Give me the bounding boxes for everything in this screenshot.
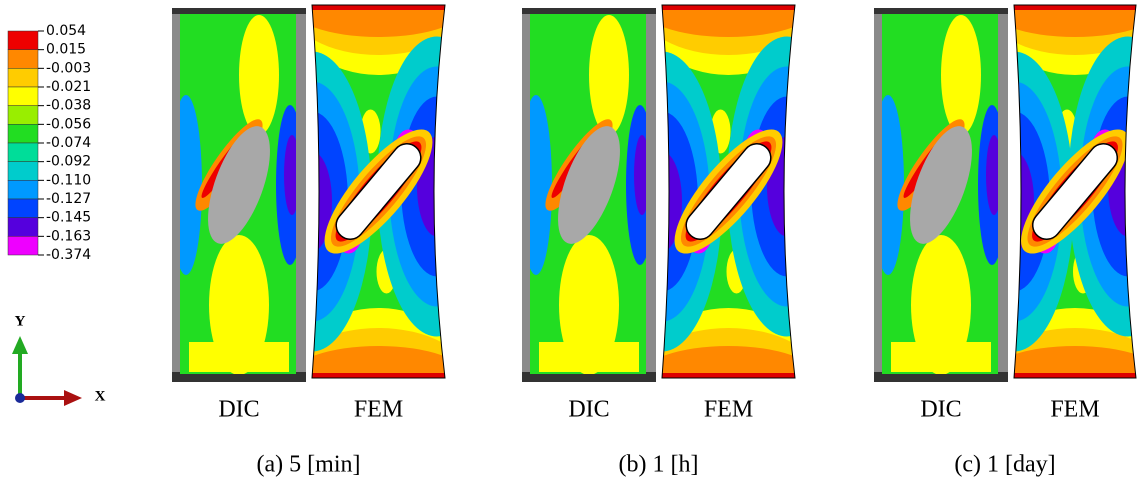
dic-frame-edge — [172, 372, 306, 382]
dic-frame-edge — [874, 372, 1008, 382]
axis-triad: Y X — [12, 313, 106, 406]
legend-swatch — [7, 86, 39, 106]
fem-label: FEM — [704, 397, 753, 423]
legend-label: -0.056 — [46, 116, 91, 132]
fem-edge — [1014, 373, 1136, 378]
fem-hole-cut — [335, 143, 422, 240]
dic-frame-edge — [874, 8, 1008, 14]
dic-zone — [911, 235, 971, 374]
dic-label: DIC — [920, 397, 961, 423]
legend-swatch — [7, 49, 39, 69]
dic-hole — [558, 126, 620, 244]
fem-zone — [1014, 5, 1136, 37]
dic-frame-edge — [522, 372, 656, 382]
dic-zone — [284, 135, 296, 215]
dic-frame-edge — [522, 8, 656, 14]
fem-edge — [662, 373, 795, 378]
fem-zone — [312, 5, 445, 37]
x-arrowhead — [64, 390, 82, 406]
x-axis-label: X — [95, 388, 106, 404]
legend-swatch — [7, 68, 39, 88]
legend-swatch — [7, 161, 39, 181]
fem-label: FEM — [354, 397, 403, 423]
panel-caption: (a) 5 [min] — [257, 452, 361, 478]
dic-field — [180, 14, 296, 374]
legend-swatch — [7, 180, 39, 200]
dic-zone — [891, 342, 991, 372]
legend-label: -0.021 — [46, 79, 91, 95]
legend-label: -0.038 — [46, 98, 91, 114]
dic-frame-edge — [172, 8, 306, 14]
dic-zone — [634, 135, 646, 215]
fem-label: FEM — [1050, 397, 1099, 423]
fem-outline — [661, 4, 796, 379]
legend-swatch — [7, 217, 39, 237]
legend-swatch — [7, 198, 39, 218]
fem-outline — [311, 4, 446, 379]
dic-field — [530, 14, 646, 374]
fem-hole — [324, 129, 433, 254]
fem-edge — [662, 5, 795, 10]
dic-zone — [559, 235, 619, 374]
y-axis-label: Y — [15, 313, 26, 329]
legend-swatch — [7, 142, 39, 162]
fem-zone — [662, 151, 682, 252]
dic-zone — [882, 95, 904, 275]
fem-hole — [1021, 129, 1129, 254]
panel-caption: (c) 1 [day] — [954, 452, 1055, 478]
legend-label: -0.003 — [46, 60, 91, 76]
fem-zone — [1014, 346, 1136, 378]
fem-field — [662, 5, 795, 378]
dic-zone — [986, 135, 998, 215]
dic-zone — [589, 15, 629, 135]
fem-zone — [662, 5, 795, 37]
legend-label: -0.145 — [46, 210, 91, 226]
dic-label: DIC — [218, 397, 259, 423]
y-arrowhead — [12, 336, 28, 354]
dic-zone — [180, 95, 202, 275]
legend-label: -0.374 — [46, 247, 91, 263]
legend-label: -0.110 — [46, 172, 91, 188]
legend-swatch — [7, 124, 39, 144]
dic-zone — [539, 342, 639, 372]
legend-label: -0.092 — [46, 154, 91, 170]
legend-swatch — [7, 30, 39, 50]
dic-zone — [239, 15, 279, 135]
fem-edge — [312, 5, 445, 10]
dic-hole — [208, 126, 270, 244]
fem-zone — [312, 151, 332, 252]
fem-hole-cut — [685, 143, 772, 240]
fem-hole-cut — [1031, 143, 1119, 240]
legend-label: -0.163 — [46, 228, 91, 244]
dic-zone — [941, 15, 981, 135]
fem-edge — [312, 373, 445, 378]
dic-zone — [530, 95, 552, 275]
dic-zone — [189, 342, 289, 372]
fem-edge — [1014, 5, 1136, 10]
origin — [15, 393, 25, 403]
legend-label: 0.054 — [46, 23, 86, 39]
fem-zone — [662, 346, 795, 378]
dic-hole — [910, 126, 972, 244]
legend-swatch — [7, 105, 39, 125]
fem-hole — [674, 129, 783, 254]
legend-swatch — [7, 236, 39, 256]
dic-label: DIC — [568, 397, 609, 423]
panel-caption: (b) 1 [h] — [619, 452, 699, 478]
fem-zone — [312, 346, 445, 378]
legend-label: -0.074 — [46, 135, 91, 151]
fem-field — [1014, 5, 1136, 378]
dic-zone — [209, 235, 269, 374]
legend-label: 0.015 — [46, 42, 86, 58]
legend-label: -0.127 — [46, 191, 91, 207]
fem-outline — [1013, 4, 1137, 379]
dic-field — [882, 14, 998, 374]
